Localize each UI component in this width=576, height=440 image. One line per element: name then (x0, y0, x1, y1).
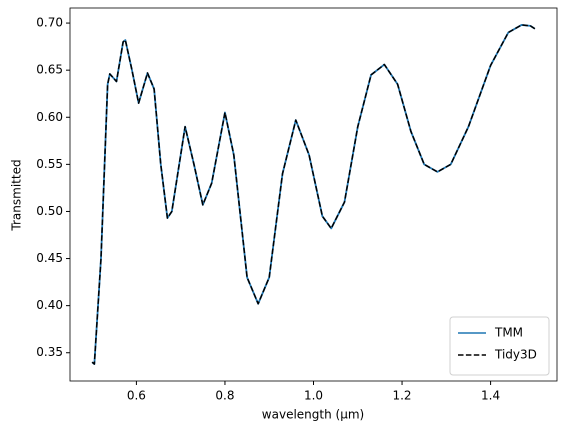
y-tick-label: 0.45 (36, 251, 63, 265)
legend-label: Tidy3D (494, 348, 537, 362)
line-series (91, 24, 536, 365)
y-axis-label: Transmitted (10, 159, 24, 231)
y-tick-label: 0.35 (36, 345, 63, 359)
x-tick-label: 1.0 (304, 389, 323, 403)
line-series (91, 24, 536, 365)
legend-box (449, 316, 550, 376)
plot-frame (69, 7, 558, 382)
y-tick-label: 0.70 (36, 16, 63, 30)
y-tick-label: 0.50 (36, 204, 63, 218)
x-tick-label: 0.8 (215, 389, 234, 403)
y-tick-label: 0.55 (36, 157, 63, 171)
x-axis-label: wavelength (μm) (262, 408, 364, 422)
x-tick-label: 1.2 (392, 389, 411, 403)
legend-label: TMM (494, 326, 523, 340)
x-tick-label: 1.4 (481, 389, 500, 403)
y-tick-label: 0.60 (36, 110, 63, 124)
y-tick-label: 0.40 (36, 298, 63, 312)
y-tick-label: 0.65 (36, 63, 63, 77)
x-tick-label: 0.6 (127, 389, 146, 403)
